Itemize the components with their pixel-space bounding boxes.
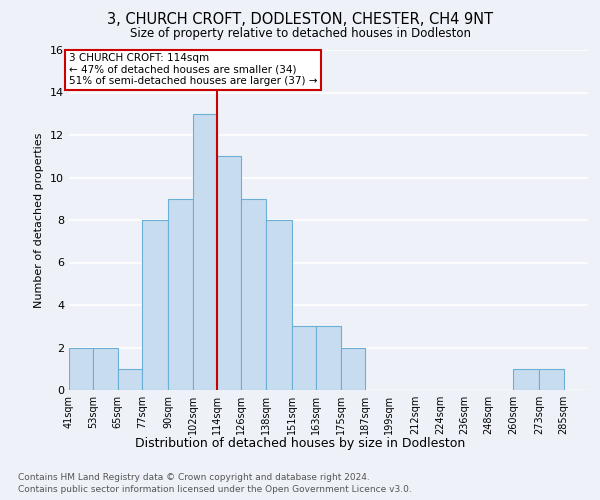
Bar bbox=[217, 156, 241, 390]
Bar bbox=[69, 348, 94, 390]
Bar bbox=[266, 220, 292, 390]
Bar bbox=[513, 369, 539, 390]
Text: Distribution of detached houses by size in Dodleston: Distribution of detached houses by size … bbox=[135, 438, 465, 450]
Text: Contains HM Land Registry data © Crown copyright and database right 2024.: Contains HM Land Registry data © Crown c… bbox=[18, 472, 370, 482]
Text: 3, CHURCH CROFT, DODLESTON, CHESTER, CH4 9NT: 3, CHURCH CROFT, DODLESTON, CHESTER, CH4… bbox=[107, 12, 493, 28]
Bar bbox=[539, 369, 563, 390]
Bar bbox=[142, 220, 169, 390]
Bar bbox=[341, 348, 365, 390]
Bar bbox=[193, 114, 217, 390]
Bar bbox=[292, 326, 316, 390]
Y-axis label: Number of detached properties: Number of detached properties bbox=[34, 132, 44, 308]
Text: 3 CHURCH CROFT: 114sqm
← 47% of detached houses are smaller (34)
51% of semi-det: 3 CHURCH CROFT: 114sqm ← 47% of detached… bbox=[69, 53, 317, 86]
Bar bbox=[118, 369, 142, 390]
Bar bbox=[169, 198, 193, 390]
Bar bbox=[241, 198, 266, 390]
Text: Contains public sector information licensed under the Open Government Licence v3: Contains public sector information licen… bbox=[18, 485, 412, 494]
Bar bbox=[316, 326, 341, 390]
Text: Size of property relative to detached houses in Dodleston: Size of property relative to detached ho… bbox=[130, 28, 470, 40]
Bar bbox=[94, 348, 118, 390]
